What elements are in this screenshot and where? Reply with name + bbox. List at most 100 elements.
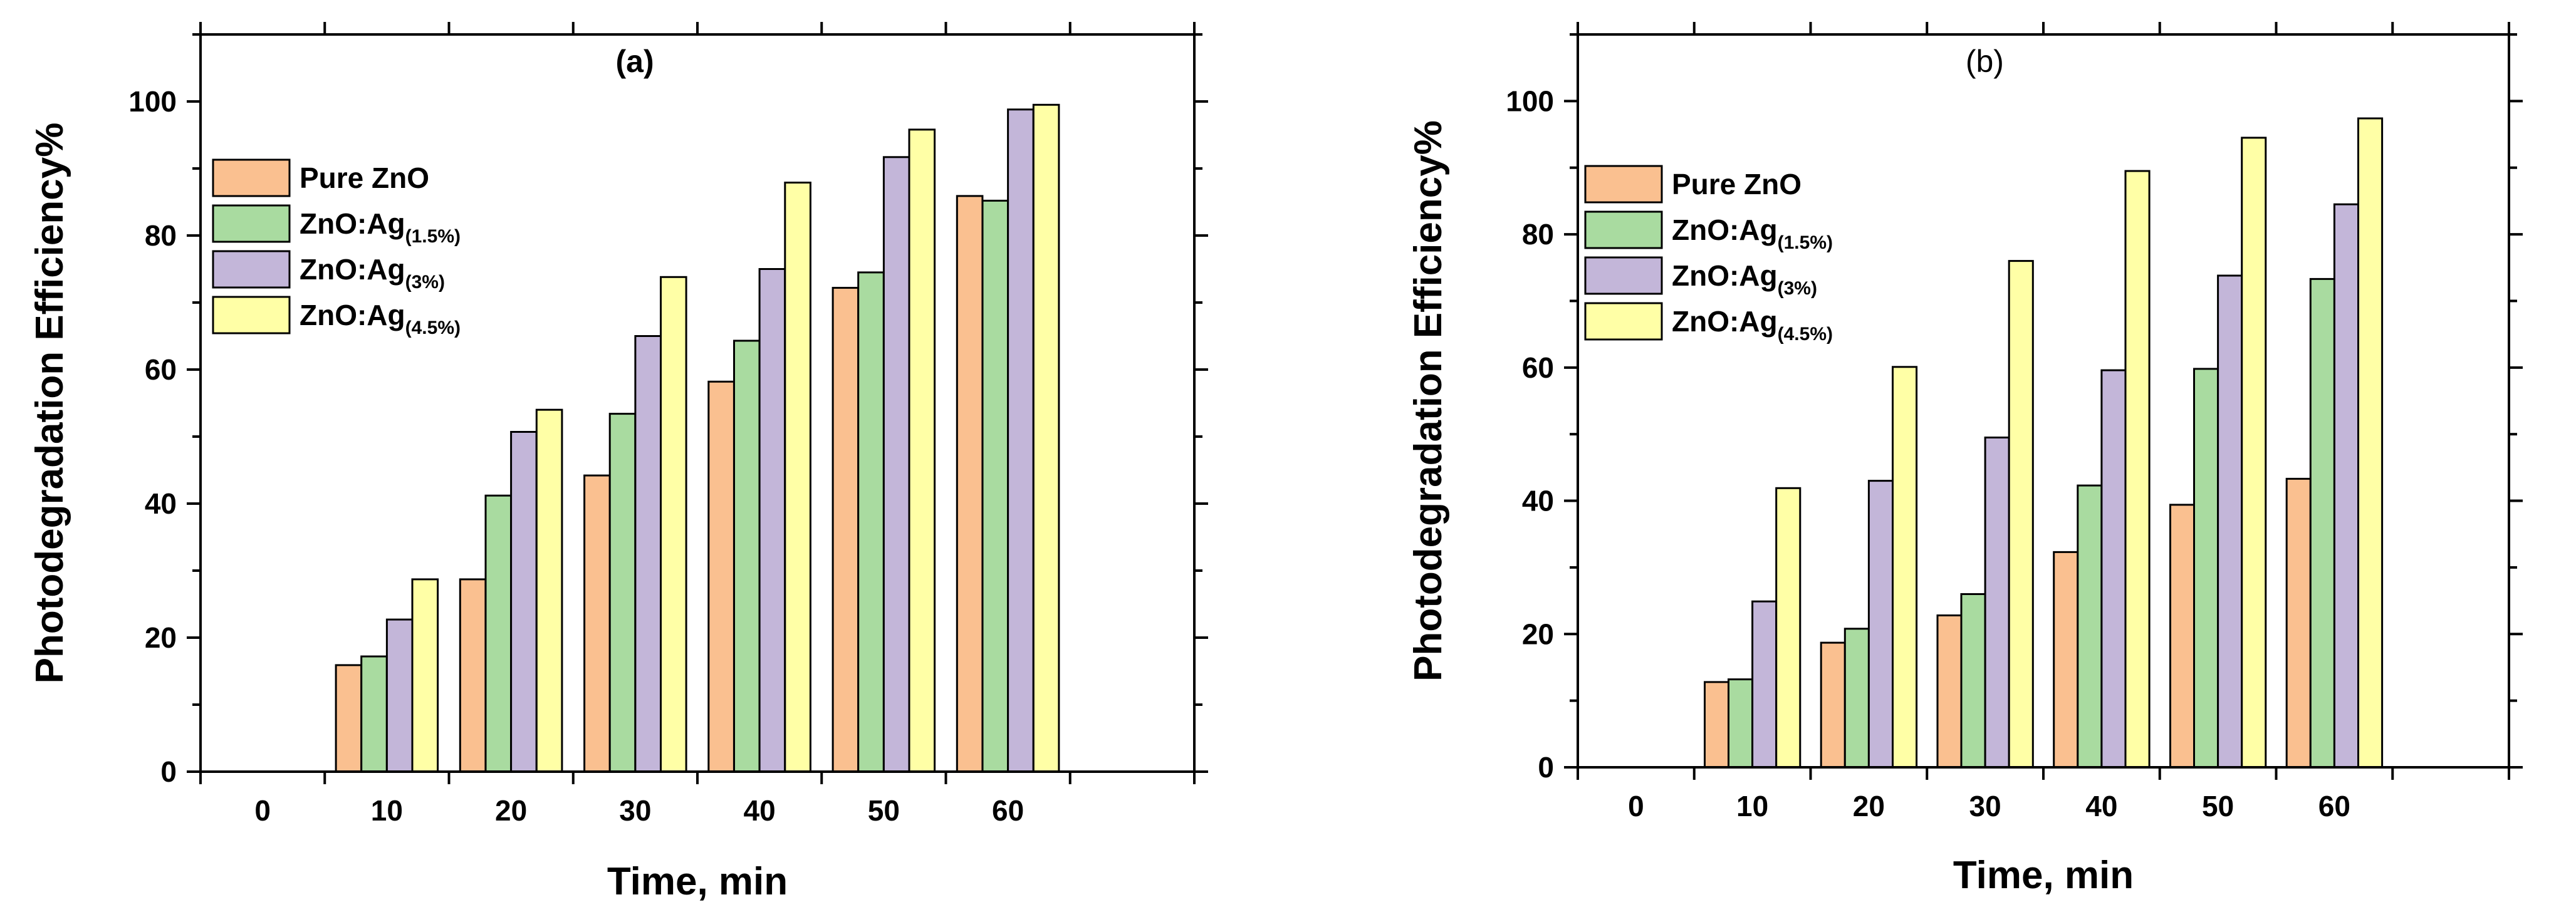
legend: Pure ZnO ZnO:Ag(1.5%) ZnO:Ag(3%) ZnO:Ag(4.5… [212, 158, 461, 338]
bar-zno-ag-1-5-t10 [360, 655, 388, 773]
x-tick-label: 40 [2085, 790, 2117, 822]
legend-label: ZnO:Ag(1.5%) [300, 207, 461, 247]
x-tick-label: 0 [1628, 790, 1644, 822]
panel-label: (a) [616, 44, 654, 79]
y-tick-label: 40 [145, 487, 177, 520]
legend-label: ZnO:Ag(3%) [1672, 259, 1817, 299]
bar-zno-ag-3-t20 [1867, 480, 1894, 769]
y-tick-label: 60 [145, 353, 177, 386]
bar-pure-zno-t50 [2169, 504, 2196, 769]
bar-zno-ag-3-t60 [1007, 108, 1035, 773]
bar-pure-zno-t10 [335, 664, 363, 773]
bar-pure-zno-t30 [583, 474, 611, 773]
legend-label: ZnO:Ag(4.5%) [300, 299, 461, 338]
x-tick-label: 60 [992, 794, 1024, 827]
bar-zno-ag-4-5-t30 [2008, 260, 2034, 769]
bar-zno-ag-1-5-t20 [1843, 628, 1870, 769]
bar-zno-ag-3-t50 [2217, 274, 2243, 769]
y-tick-label: 0 [160, 755, 177, 788]
y-axis-title: Photodegradation Efficiency% [1407, 120, 1450, 681]
bar-pure-zno-t40 [2053, 551, 2079, 769]
bar-zno-ag-1-5-t30 [1960, 593, 1986, 769]
bar-zno-ag-1-5-t40 [2077, 484, 2103, 769]
legend-swatch [212, 204, 291, 243]
bar-pure-zno-t60 [956, 195, 984, 773]
legend-swatch [212, 158, 291, 197]
panel-label: (b) [1966, 44, 2004, 79]
legend: Pure ZnO ZnO:Ag(1.5%) ZnO:Ag(3%) ZnO:Ag(4.5… [1584, 165, 1833, 344]
bar-zno-ag-1-5-t60 [981, 199, 1009, 773]
y-tick-label: 100 [128, 85, 177, 118]
bar-zno-ag-3-t50 [882, 156, 910, 773]
x-tick-label: 30 [1969, 790, 2001, 822]
legend-label: Pure ZnO [300, 162, 429, 194]
x-axis-title: Time, min [607, 860, 788, 903]
y-tick-label: 100 [1506, 85, 1554, 117]
x-tick-label: 30 [619, 794, 651, 827]
x-axis-title: Time, min [1953, 854, 2134, 897]
legend-label: ZnO:Ag(4.5%) [1672, 305, 1833, 344]
bar-zno-ag-4-5-t60 [1032, 103, 1060, 773]
x-tick-label: 20 [1853, 790, 1885, 822]
bar-zno-ag-4-5-t10 [411, 578, 439, 773]
bar-zno-ag-3-t10 [1751, 600, 1778, 769]
legend-swatch [1584, 256, 1663, 295]
legend-label: ZnO:Ag(1.5%) [1672, 214, 1833, 253]
bar-zno-ag-1-5-t50 [2193, 368, 2219, 769]
bar-zno-ag-4-5-t40 [2124, 170, 2151, 769]
bar-pure-zno-t20 [1820, 641, 1846, 769]
y-tick-label: 20 [1522, 618, 1554, 650]
bar-pure-zno-t40 [707, 380, 735, 773]
y-tick-label: 0 [1538, 751, 1554, 784]
bar-zno-ag-4-5-t20 [535, 408, 563, 773]
bar-zno-ag-4-5-t40 [784, 182, 811, 773]
bar-pure-zno-t20 [459, 578, 487, 773]
bar-zno-ag-3-t40 [758, 268, 786, 773]
legend-swatch [1584, 210, 1663, 249]
y-tick-label: 80 [145, 219, 177, 252]
bar-zno-ag-3-t60 [2333, 203, 2359, 769]
bar-zno-ag-1-5-t50 [857, 271, 885, 773]
bar-zno-ag-3-t30 [1984, 437, 2010, 769]
x-tick-label: 50 [868, 794, 900, 827]
legend-swatch [1584, 165, 1663, 204]
legend-swatch [212, 250, 291, 289]
x-tick-label: 0 [254, 794, 271, 827]
bar-zno-ag-4-5-t20 [1892, 366, 1918, 769]
y-tick-label: 60 [1522, 351, 1554, 384]
bar-zno-ag-3-t20 [510, 431, 538, 773]
y-tick-label: 20 [145, 621, 177, 654]
chart-panel-a: 0 20 40 60 80 100 0 10 20 30 40 50 60 Time, min Photod… [28, 22, 1208, 903]
x-tick-label: 10 [371, 794, 403, 827]
legend-swatch [212, 296, 291, 334]
bar-zno-ag-1-5-t30 [608, 413, 637, 773]
bar-pure-zno-t50 [832, 287, 860, 773]
bar-pure-zno-t10 [1704, 681, 1730, 769]
bar-zno-ag-4-5-t50 [2241, 137, 2267, 769]
bar-zno-ag-4-5-t30 [660, 276, 687, 773]
x-tick-label: 10 [1736, 790, 1768, 822]
legend-label: ZnO:Ag(3%) [300, 253, 445, 293]
chart-panel-b: 0 20 40 60 80 100 0 10 20 30 40 50 60 Time, min Photod… [1407, 22, 2523, 897]
bar-pure-zno-t60 [2285, 477, 2312, 769]
x-tick-label: 60 [2318, 790, 2350, 822]
bar-zno-ag-3-t10 [385, 618, 414, 773]
x-tick-label: 40 [744, 794, 776, 827]
y-tick-label: 80 [1522, 218, 1554, 251]
x-tick-label: 20 [495, 794, 527, 827]
bar-zno-ag-4-5-t50 [908, 128, 936, 773]
bar-zno-ag-4-5-t60 [2357, 117, 2384, 769]
bar-zno-ag-1-5-t60 [2309, 277, 2335, 769]
bar-zno-ag-1-5-t10 [1728, 678, 1754, 769]
bar-zno-ag-3-t40 [2100, 369, 2127, 769]
bar-zno-ag-1-5-t40 [733, 339, 761, 773]
bar-zno-ag-3-t30 [634, 335, 662, 773]
legend-swatch [1584, 302, 1663, 341]
x-tick-label: 50 [2202, 790, 2234, 822]
bar-zno-ag-1-5-t20 [484, 494, 513, 773]
y-axis-title: Photodegradation Efficiency% [28, 123, 71, 684]
y-tick-label: 40 [1522, 485, 1554, 517]
bar-pure-zno-t30 [1936, 614, 1963, 769]
bar-zno-ag-4-5-t10 [1775, 487, 1802, 769]
